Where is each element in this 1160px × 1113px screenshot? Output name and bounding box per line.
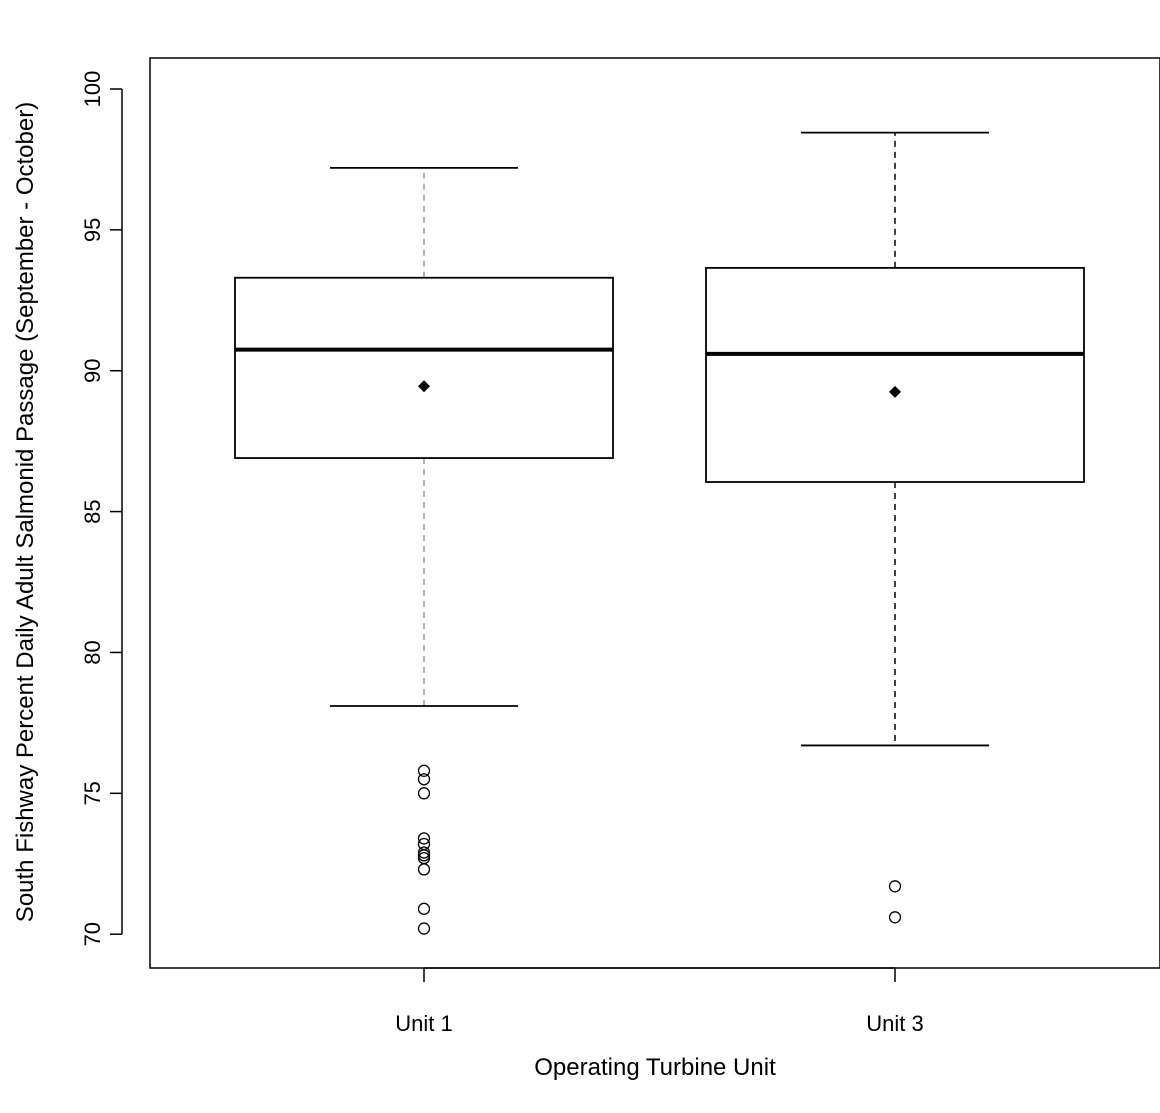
y-tick-label: 95 xyxy=(80,218,105,242)
outlier-point xyxy=(417,902,431,915)
plot-frame xyxy=(149,57,1160,969)
x-axis-title: Operating Turbine Unit xyxy=(534,1054,776,1081)
outlier-point xyxy=(888,911,902,924)
y-tick-label: 75 xyxy=(80,781,105,805)
outlier-point xyxy=(417,832,431,845)
y-tick-label: 90 xyxy=(80,358,105,382)
outlier-point xyxy=(417,846,431,859)
outlier-point xyxy=(417,773,431,786)
y-axis: 70 75 80 85 90 95 100 xyxy=(80,71,123,946)
y-tick-label: 100 xyxy=(80,71,105,108)
box-group xyxy=(234,166,614,935)
x-axis: Unit 1 Unit 3 xyxy=(395,967,924,1036)
y-tick-label: 70 xyxy=(80,922,105,946)
iqr-box xyxy=(705,266,1085,483)
mean-marker xyxy=(889,385,901,398)
x-tick-label: Unit 1 xyxy=(395,1011,452,1036)
y-tick-label: 85 xyxy=(80,499,105,523)
outlier-point xyxy=(417,787,431,800)
boxes-layer xyxy=(234,131,1085,935)
outlier-point xyxy=(417,922,431,935)
x-tick-label: Unit 3 xyxy=(866,1011,923,1036)
outlier-point xyxy=(417,764,431,777)
y-axis-title: South Fishway Percent Daily Adult Salmon… xyxy=(12,102,39,922)
outlier-point xyxy=(417,863,431,876)
iqr-box xyxy=(234,276,614,459)
y-tick-label: 80 xyxy=(80,640,105,664)
outlier-point xyxy=(417,849,431,862)
mean-marker xyxy=(418,380,430,393)
box-group xyxy=(705,131,1085,924)
outlier-point xyxy=(888,880,902,893)
